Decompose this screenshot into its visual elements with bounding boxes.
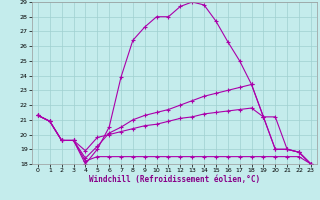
- X-axis label: Windchill (Refroidissement éolien,°C): Windchill (Refroidissement éolien,°C): [89, 175, 260, 184]
